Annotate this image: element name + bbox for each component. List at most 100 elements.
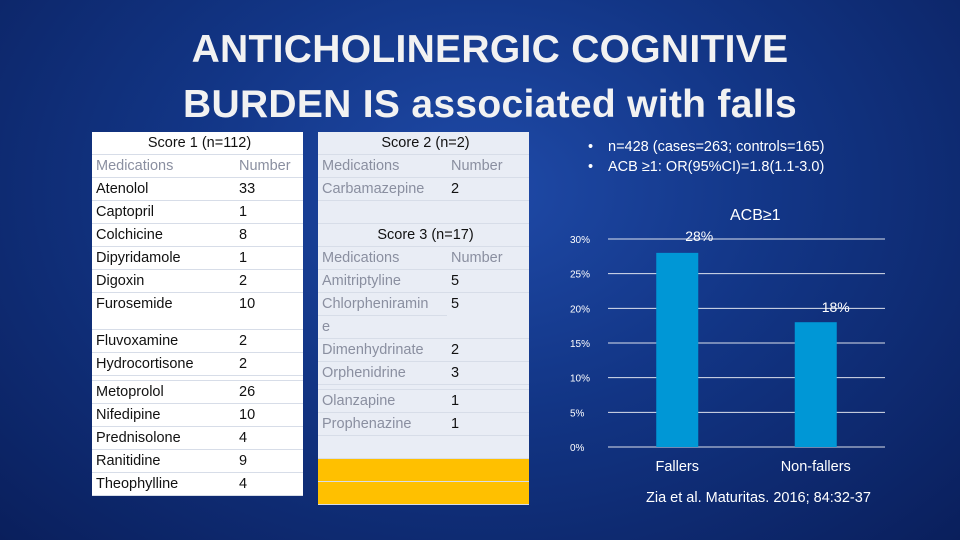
highlight-cell (318, 458, 447, 482)
med-count: 1 (235, 246, 303, 270)
table-row: Theophylline 4 (92, 472, 303, 496)
spacer-cell (447, 384, 530, 390)
bar (656, 252, 699, 447)
empty-cell (447, 435, 530, 459)
table-row: Colchicine 8 (92, 223, 303, 247)
bullet-dot: • (588, 139, 594, 155)
med-name: Fluvoxamine (92, 329, 235, 353)
y-tick-label: 15% (570, 339, 590, 350)
highlight-row (318, 458, 530, 482)
med-name: Prednisolone (92, 426, 235, 450)
bullet-dot: • (588, 159, 594, 175)
table-row: Chlorpheniramin 5 (318, 292, 530, 339)
spacer-cell (235, 375, 303, 381)
med-name: Atenolol (92, 177, 235, 201)
table-row: Hydrocortisone 2 (92, 352, 303, 376)
med-count: 26 (235, 380, 303, 404)
med-name: Prophenazine (318, 412, 447, 436)
table-row: Metoprolol 26 (92, 380, 303, 404)
score1-table: Score 1 (n=112) Medications Number Ateno… (92, 132, 303, 496)
med-count: 3 (447, 361, 530, 385)
med-name: Nifedipine (92, 403, 235, 427)
table-row: Captopril 1 (92, 200, 303, 224)
empty-cell (318, 435, 447, 459)
citation: Zia et al. Maturitas. 2016; 84:32-37 (646, 490, 871, 506)
y-tick-label: 20% (570, 304, 590, 315)
med-name: Colchicine (92, 223, 235, 247)
med-name: Hydrocortisone (92, 352, 235, 376)
bullet-item: • n=428 (cases=263; controls=165) (588, 137, 948, 157)
med-count: 1 (447, 412, 530, 436)
table-row: Fluvoxamine 2 (92, 329, 303, 353)
spacer-row (318, 384, 530, 390)
acb-bar-chart: ACB≥1 0% 5% 10% 15% 20% 25% 30% 28% Fallers 18% Non… (570, 207, 885, 475)
highlight-row (318, 481, 530, 505)
med-count: 8 (235, 223, 303, 247)
med-name: Dipyridamole (92, 246, 235, 270)
y-tick-label: 5% (570, 408, 585, 419)
empty-cell (318, 200, 447, 224)
chart-title: ACB≥1 (730, 207, 781, 224)
spacer-row (92, 375, 303, 381)
y-tick-label: 25% (570, 270, 590, 281)
y-tick-label: 10% (570, 374, 590, 385)
score1-col-number: Number (235, 154, 303, 178)
med-count: 2 (235, 352, 303, 376)
bullet-text: n=428 (cases=263; controls=165) (608, 139, 825, 155)
table-row: Atenolol 33 (92, 177, 303, 201)
highlight-cell (318, 481, 447, 505)
bullet-item: • ACB ≥1: OR(95%CI)=1.8(1.1-3.0) (588, 157, 948, 177)
score3-header: Score 3 (n=17) (318, 223, 530, 247)
med-name-wrap: e (318, 315, 447, 339)
med-name: Olanzapine (318, 389, 447, 413)
spacer-cell (92, 375, 235, 381)
score2-header: Score 2 (n=2) (318, 132, 530, 155)
med-name: Orphenidrine (318, 361, 447, 385)
score2-3-table: Score 2 (n=2) Medications Number Carbama… (318, 132, 530, 505)
empty-row (318, 200, 530, 224)
med-name: Theophylline (92, 472, 235, 496)
table-row: Dipyridamole 1 (92, 246, 303, 270)
med-name: Chlorpheniramin (318, 292, 447, 316)
empty-row (318, 435, 530, 459)
med-count: 5 (447, 292, 530, 339)
med-name: Captopril (92, 200, 235, 224)
med-count: 1 (235, 200, 303, 224)
category-label: Non-fallers (781, 459, 851, 475)
data-label: 18% (822, 299, 850, 315)
med-name: Metoprolol (92, 380, 235, 404)
med-count: 4 (235, 426, 303, 450)
med-name: Carbamazepine (318, 177, 447, 201)
score3-col-number: Number (447, 246, 530, 270)
table-row: Carbamazepine 2 (318, 177, 530, 201)
table-row: Nifedipine 10 (92, 403, 303, 427)
spacer-cell (318, 384, 447, 390)
y-tick-label: 30% (570, 235, 590, 246)
med-count: 10 (235, 403, 303, 427)
score3-col-medications: Medications (318, 246, 447, 270)
highlight-cell (447, 481, 530, 505)
table-row: Olanzapine 1 (318, 389, 530, 413)
score2-col-medications: Medications (318, 154, 447, 178)
med-count: 2 (447, 177, 530, 201)
med-name: Amitriptyline (318, 269, 447, 293)
med-count: 10 (235, 292, 303, 330)
score2-col-number: Number (447, 154, 530, 178)
med-count: 2 (235, 329, 303, 353)
med-count: 2 (447, 338, 530, 362)
med-count: 2 (235, 269, 303, 293)
med-count: 9 (235, 449, 303, 473)
score1-col-medications: Medications (92, 154, 235, 178)
med-name: Dimenhydrinate (318, 338, 447, 362)
table-row: Ranitidine 9 (92, 449, 303, 473)
data-label: 28% (685, 228, 713, 244)
table-row: Amitriptyline 5 (318, 269, 530, 293)
table-row: Orphenidrine 3 (318, 361, 530, 385)
table-row: Prednisolone 4 (92, 426, 303, 450)
med-count: 1 (447, 389, 530, 413)
score1-header: Score 1 (n=112) (92, 132, 303, 155)
med-name: Ranitidine (92, 449, 235, 473)
category-label: Fallers (655, 459, 699, 475)
bar (794, 322, 837, 447)
empty-cell (447, 200, 530, 224)
